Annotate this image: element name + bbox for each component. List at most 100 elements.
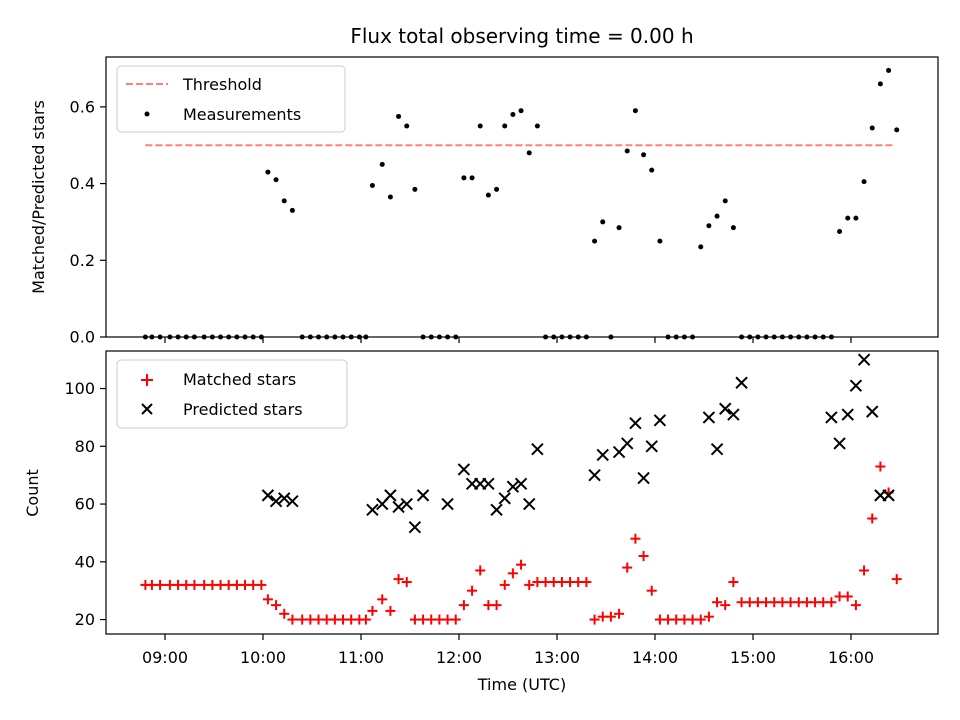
matched-stars-point xyxy=(458,600,469,611)
matched-stars-point xyxy=(605,611,616,622)
bottom-x-axis-label: Time (UTC) xyxy=(477,675,566,694)
chart-title: Flux total observing time = 0.00 h xyxy=(350,24,693,48)
measurement-point xyxy=(730,225,736,231)
legend-predicted-label: Predicted stars xyxy=(183,400,303,419)
measurement-point xyxy=(289,207,295,213)
bottom-panel: 20 40 60 80 100 09:00 10:00 11:00 12:00 13:00 14:… xyxy=(23,350,939,694)
matched-stars-point xyxy=(622,562,633,573)
measurement-point xyxy=(714,213,720,219)
predicted-stars-point xyxy=(261,489,275,502)
top-y-tick-label: 0.4 xyxy=(70,174,95,193)
measurement-point xyxy=(485,192,491,198)
matched-stars-point xyxy=(360,614,371,625)
matched-stars-point xyxy=(875,461,886,472)
measurement-point xyxy=(494,186,500,192)
predicted-stars-point xyxy=(286,494,299,508)
measurement-point xyxy=(404,123,410,129)
matched-stars-point xyxy=(826,597,837,608)
matched-stars-point xyxy=(867,513,878,524)
predicted-stars-point xyxy=(588,468,601,482)
predicted-stars-point xyxy=(882,489,895,502)
predicted-stars-point xyxy=(523,497,536,511)
predicted-stars-point xyxy=(457,463,471,476)
matched-stars-point xyxy=(189,579,200,590)
measurement-point xyxy=(861,179,867,185)
predicted-stars-point xyxy=(408,520,422,534)
bottom-y-tick-label: 60 xyxy=(75,495,95,514)
matched-stars-point xyxy=(271,600,282,611)
top-marks xyxy=(142,67,900,340)
legend-predicted-swatch xyxy=(141,403,153,415)
top-legend: Threshold Measurements xyxy=(116,65,346,133)
measurement-point xyxy=(886,67,892,73)
top-plot-frame xyxy=(105,56,939,338)
predicted-stars-point xyxy=(506,480,520,493)
bottom-y-tick-label: 40 xyxy=(75,552,95,571)
measurement-point xyxy=(853,215,859,221)
predicted-stars-point xyxy=(841,408,854,421)
predicted-stars-point xyxy=(833,437,846,450)
matched-stars-point xyxy=(507,568,518,579)
measurement-point xyxy=(698,244,704,250)
measurement-point xyxy=(624,148,630,154)
matched-stars-point xyxy=(491,600,502,611)
legend-matched-label: Matched stars xyxy=(183,370,296,389)
predicted-stars-point xyxy=(727,408,740,421)
predicted-stars-point xyxy=(441,497,454,511)
bottom-x-tick-label: 11:00 xyxy=(338,648,384,667)
matched-stars-point xyxy=(262,594,273,605)
measurement-point xyxy=(369,182,375,188)
predicted-stars-point xyxy=(866,405,879,418)
bottom-y-tick-label: 80 xyxy=(75,437,95,456)
matched-stars-point xyxy=(859,565,870,576)
top-legend-box xyxy=(116,65,346,133)
measurement-point xyxy=(469,175,475,181)
matched-stars-point xyxy=(703,611,714,622)
predicted-stars-point xyxy=(629,416,642,430)
matched-stars-point xyxy=(367,605,378,616)
matched-stars-point xyxy=(385,605,396,616)
matched-stars-point xyxy=(638,551,649,562)
measurement-point xyxy=(265,169,271,175)
matched-stars-point xyxy=(256,579,267,590)
measurement-point xyxy=(657,238,663,244)
predicted-stars-point xyxy=(400,497,413,511)
bottom-y-tick-label: 20 xyxy=(75,610,95,629)
measurement-point xyxy=(461,175,467,181)
matched-stars-point xyxy=(728,577,739,588)
measurement-point xyxy=(649,167,655,173)
matched-stars-point xyxy=(614,608,625,619)
measurement-point xyxy=(894,127,900,133)
measurement-point xyxy=(592,238,598,244)
measurement-point xyxy=(706,223,712,229)
predicted-stars-point xyxy=(482,477,495,491)
measurement-point xyxy=(641,152,647,158)
predicted-stars-point xyxy=(596,448,609,462)
top-y-ticks: 0.0 0.2 0.4 0.6 xyxy=(70,97,106,347)
predicted-stars-point xyxy=(719,402,732,415)
measurement-point xyxy=(502,123,508,129)
predicted-stars-point xyxy=(653,414,667,427)
predicted-stars-point xyxy=(849,379,863,392)
predicted-stars-point xyxy=(825,411,838,424)
measurement-point xyxy=(379,161,385,167)
measurement-point xyxy=(510,112,516,118)
predicted-stars-point xyxy=(514,477,528,491)
matched-stars-point xyxy=(646,585,657,596)
measurement-point xyxy=(837,229,843,235)
legend-matched-swatch xyxy=(141,374,153,386)
measurement-point xyxy=(526,150,532,156)
bottom-y-axis-label: Count xyxy=(23,469,42,517)
measurement-point xyxy=(412,186,418,192)
top-panel: 0.0 0.2 0.4 0.6 Matched/Predicted stars Thr… xyxy=(29,56,939,347)
top-y-tick-label: 0.2 xyxy=(70,251,95,270)
bottom-x-tick-label: 15:00 xyxy=(730,648,776,667)
bottom-x-tick-label: 09:00 xyxy=(142,648,188,667)
measurement-point xyxy=(616,225,622,231)
measurement-point xyxy=(845,215,851,221)
predicted-stars-point xyxy=(637,471,650,485)
matched-stars-point xyxy=(516,559,527,570)
measurement-point xyxy=(877,81,883,87)
matched-stars-point xyxy=(287,614,298,625)
matched-stars-point xyxy=(891,574,902,585)
